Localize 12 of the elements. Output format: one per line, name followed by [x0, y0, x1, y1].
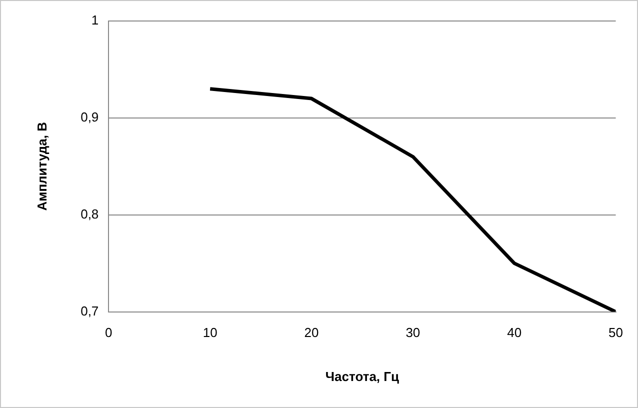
- x-tick-label: 30: [406, 325, 420, 340]
- y-tick-label: 0,7: [80, 303, 99, 318]
- y-tick-label: 0,9: [80, 110, 99, 125]
- y-tick-label: 0,8: [80, 206, 99, 222]
- x-tick-label: 0: [105, 325, 112, 340]
- x-axis-title: Частота, Гц: [325, 368, 400, 384]
- y-axis-title: Амплитуда, В: [34, 122, 50, 211]
- x-tick-label: 40: [507, 325, 522, 340]
- x-tick-label: 50: [608, 325, 624, 340]
- x-tick-label: 10: [202, 325, 218, 340]
- y-tick-label: 1: [91, 12, 99, 28]
- x-tick-label: 20: [304, 325, 319, 340]
